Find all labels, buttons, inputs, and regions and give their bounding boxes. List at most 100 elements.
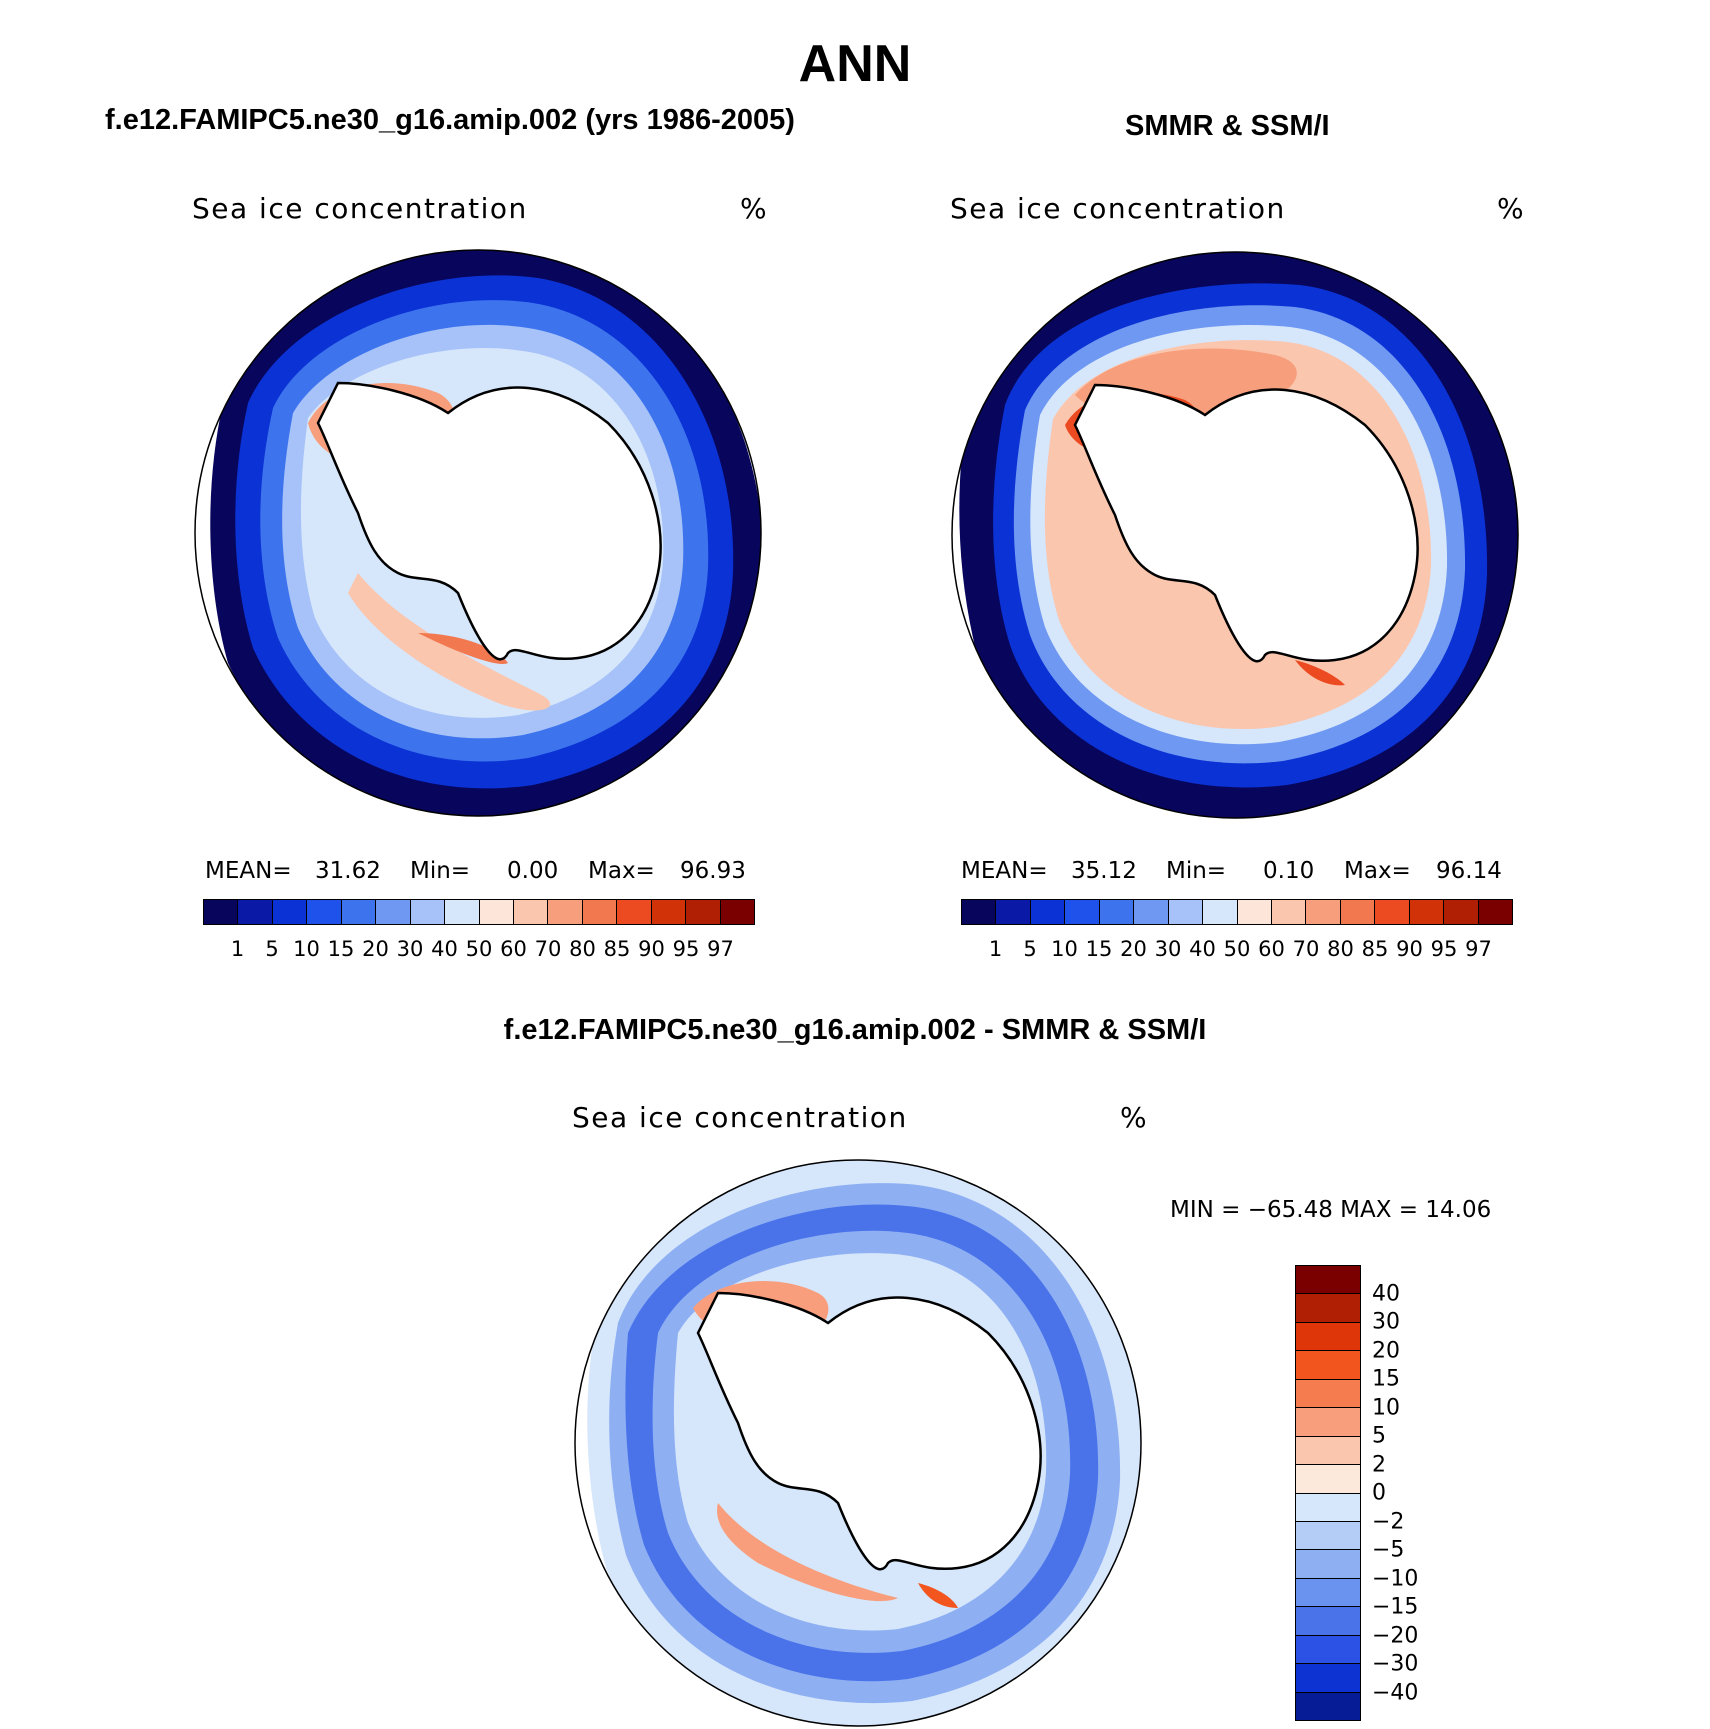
model-max-value: 96.93: [680, 858, 746, 884]
diff-colorbar-tick-label: −10: [1372, 1566, 1419, 1591]
model-colorbar-tick-label: 30: [396, 937, 424, 961]
obs-field-label: Sea ice concentration: [950, 192, 1286, 225]
obs-max-label: Max=: [1344, 858, 1411, 884]
diff-panel-title: f.e12.FAMIPC5.ne30_g16.amip.002 - SMMR &…: [503, 1014, 1207, 1046]
model-mean-value: 31.62: [315, 858, 381, 884]
diff-colorbar-swatch: [1296, 1322, 1360, 1352]
diff-colorbar: [1295, 1265, 1361, 1721]
diff-colorbar-tick-label: 40: [1372, 1281, 1400, 1306]
diff-colorbar-swatch: [1296, 1521, 1360, 1551]
model-colorbar-tick-label: 10: [293, 937, 320, 961]
obs-panel-title: SMMR & SSM/I: [1125, 110, 1330, 142]
obs-colorbar-tick-label: 15: [1085, 937, 1113, 961]
model-colorbar-tick-label: 60: [500, 937, 527, 961]
diff-colorbar-tick-label: 5: [1372, 1423, 1386, 1449]
diff-colorbar-tick-label: 30: [1372, 1309, 1400, 1335]
model-max-label: Max=: [588, 858, 655, 884]
diff-colorbar-swatch: [1296, 1436, 1360, 1466]
diff-colorbar-tick-label: 15: [1372, 1366, 1400, 1392]
diff-units-label: %: [1120, 1101, 1149, 1134]
model-colorbar-swatch: [307, 900, 342, 924]
diff-colorbar-swatch: [1296, 1692, 1360, 1720]
model-colorbar-swatch: [410, 900, 446, 924]
obs-colorbar-tick-label: 95: [1430, 937, 1458, 961]
diff-field-label: Sea ice concentration: [572, 1101, 908, 1134]
obs-polar-map: [951, 251, 1519, 819]
model-colorbar-swatch: [204, 900, 239, 924]
diff-colorbar-tick-label: −2: [1372, 1509, 1405, 1534]
model-colorbar-tick-label: 50: [465, 937, 493, 961]
obs-colorbar-swatch: [1099, 900, 1135, 924]
obs-min-label: Min=: [1166, 858, 1227, 884]
obs-colorbar-swatch: [1271, 900, 1307, 924]
obs-colorbar-swatch: [962, 900, 997, 924]
diff-colorbar-tick-label: −30: [1372, 1651, 1419, 1677]
diff-polar-map: [574, 1159, 1142, 1727]
diff-colorbar-swatch: [1296, 1266, 1360, 1295]
obs-colorbar-tick-label: 5: [1023, 937, 1037, 961]
model-colorbar: [203, 899, 755, 925]
diff-minmax: MIN = −65.48 MAX = 14.06: [1170, 1197, 1492, 1223]
diff-colorbar-tick-label: −5: [1372, 1537, 1405, 1563]
model-colorbar-swatch: [582, 900, 618, 924]
obs-colorbar-swatch: [1478, 900, 1512, 924]
obs-colorbar-swatch: [1203, 900, 1238, 924]
model-colorbar-tick-label: 40: [431, 937, 458, 961]
antarctic-continent: [316, 381, 662, 661]
obs-colorbar-swatch: [1030, 900, 1066, 924]
diff-colorbar-tick-label: 0: [1372, 1480, 1386, 1506]
obs-colorbar-tick-label: 20: [1120, 937, 1147, 961]
obs-units-label: %: [1497, 192, 1526, 225]
model-colorbar-swatch: [686, 900, 721, 924]
obs-colorbar-tick-label: 60: [1258, 937, 1285, 961]
diff-colorbar-swatch: [1296, 1578, 1360, 1608]
diff-colorbar-tick-label: −40: [1372, 1680, 1419, 1705]
obs-colorbar-tick-label: 80: [1327, 937, 1354, 961]
model-min-label: Min=: [410, 858, 471, 884]
diff-colorbar-swatch: [1296, 1465, 1360, 1494]
model-colorbar-swatch: [445, 900, 480, 924]
obs-colorbar-swatch: [1444, 900, 1479, 924]
obs-colorbar-tick-label: 70: [1292, 937, 1320, 961]
obs-colorbar-swatch: [1340, 900, 1376, 924]
model-colorbar-swatch: [376, 900, 411, 924]
obs-colorbar-tick-label: 85: [1361, 937, 1389, 961]
obs-colorbar-tick-label: 40: [1189, 937, 1216, 961]
obs-colorbar-swatch: [1306, 900, 1341, 924]
obs-colorbar-tick-label: 50: [1223, 937, 1251, 961]
model-colorbar-tick-label: 1: [230, 937, 245, 961]
diff-colorbar-swatch: [1296, 1550, 1360, 1579]
model-colorbar-swatch: [513, 900, 549, 924]
model-colorbar-swatch: [548, 900, 583, 924]
obs-colorbar-labels: 1 5 10 15 20 30 40 50 60 70 80 85 90 95 97: [961, 937, 1513, 963]
diff-colorbar-swatch: [1296, 1607, 1360, 1636]
model-colorbar-labels: 1 5 10 15 20 30 40 50 60 70 80 85 90 95 97: [203, 937, 755, 963]
figure-title: ANN: [798, 35, 912, 93]
model-units-label: %: [740, 192, 769, 225]
obs-mean-label: MEAN=: [961, 858, 1048, 884]
obs-colorbar-swatch: [996, 900, 1031, 924]
obs-colorbar-tick-label: 97: [1465, 937, 1492, 961]
obs-colorbar-swatch: [1168, 900, 1204, 924]
obs-colorbar-tick-label: 1: [988, 937, 1003, 961]
obs-antarctic-continent: [1073, 383, 1419, 663]
model-colorbar-swatch: [720, 900, 754, 924]
obs-colorbar-swatch: [1375, 900, 1410, 924]
diff-colorbar-swatch: [1296, 1379, 1360, 1409]
model-colorbar-tick-label: 95: [672, 937, 700, 961]
diff-antarctic-continent: [696, 1291, 1042, 1571]
diff-colorbar-tick-label: −20: [1372, 1623, 1419, 1648]
model-mean-label: MEAN=: [205, 858, 292, 884]
diff-colorbar-swatch: [1296, 1294, 1360, 1323]
model-colorbar-swatch: [341, 900, 377, 924]
obs-colorbar-swatch: [1134, 900, 1169, 924]
obs-colorbar: [961, 899, 1513, 925]
obs-colorbar-swatch: [1237, 900, 1272, 924]
diff-colorbar-swatch: [1296, 1408, 1360, 1437]
diff-colorbar-tick-label: 2: [1372, 1452, 1386, 1477]
obs-colorbar-tick-label: 10: [1051, 937, 1078, 961]
diff-colorbar-swatch: [1296, 1351, 1360, 1380]
model-stats: MEAN= 31.62 Min= 0.00 Max= 96.93: [205, 858, 755, 886]
obs-colorbar-tick-label: 30: [1154, 937, 1182, 961]
